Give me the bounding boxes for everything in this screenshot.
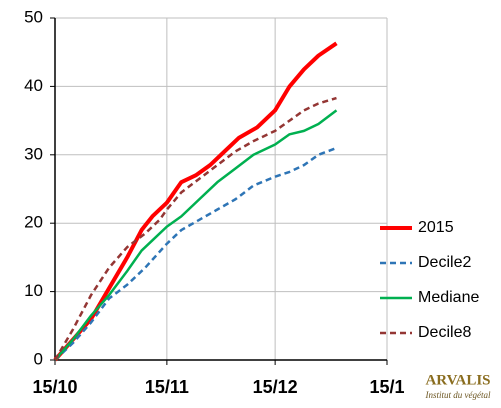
legend-label: Mediane bbox=[418, 289, 479, 306]
x-tick-label: 15/12 bbox=[253, 377, 298, 397]
y-tick-label: 10 bbox=[24, 281, 43, 300]
series-line bbox=[53, 41, 338, 362]
logo-name: ARVALIS bbox=[425, 372, 490, 388]
series-line bbox=[54, 109, 338, 361]
y-tick-label: 40 bbox=[24, 76, 43, 95]
legend-label: 2015 bbox=[418, 219, 454, 236]
legend-label: Decile8 bbox=[418, 324, 471, 341]
x-tick-label: 15/1 bbox=[369, 377, 404, 397]
legend-label: Decile2 bbox=[418, 254, 471, 271]
logo-subtitle: Institut du végétal bbox=[425, 390, 491, 400]
x-tick-label: 15/11 bbox=[145, 377, 189, 397]
y-tick-label: 0 bbox=[34, 349, 43, 368]
y-tick-label: 20 bbox=[24, 213, 43, 232]
series-line bbox=[54, 146, 337, 361]
series-line bbox=[53, 96, 337, 361]
y-tick-label: 30 bbox=[24, 144, 43, 163]
y-tick-label: 50 bbox=[24, 7, 43, 26]
x-tick-label: 15/10 bbox=[32, 377, 77, 397]
